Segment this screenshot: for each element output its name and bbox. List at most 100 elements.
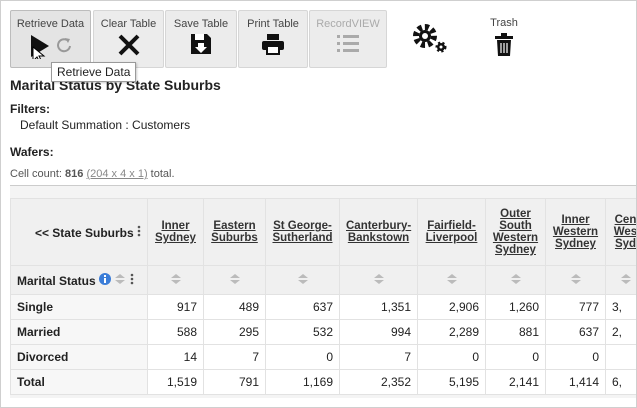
cell: 637 — [545, 319, 606, 345]
cell: 1,414 — [545, 369, 606, 395]
cell: 637 — [265, 294, 340, 320]
menu-icon[interactable] — [130, 273, 134, 285]
cell — [605, 344, 636, 370]
sort-cell — [605, 265, 636, 295]
menu-icon[interactable] — [137, 225, 141, 237]
column-header: Eastern Suburbs — [203, 198, 266, 266]
cell-count: Cell count: 816 (204 x 4 x 1) total. — [10, 168, 175, 180]
icon — [262, 34, 284, 55]
column-header: Fairfield-Liverpool — [417, 198, 486, 266]
data-table: << State Suburbs Inner Sydney Eastern Sub… — [10, 198, 636, 395]
cell: 6, — [605, 369, 636, 395]
button-label: Clear Table — [100, 18, 157, 30]
column-dimension: << State Suburbs — [10, 198, 148, 266]
column-header: St George-Sutherland — [265, 198, 340, 266]
column-link[interactable]: Eastern Suburbs — [211, 220, 258, 244]
sort-icon[interactable] — [570, 273, 582, 285]
tooltip: Retrieve Data — [51, 62, 137, 82]
sort-icon[interactable] — [373, 273, 385, 285]
sort-icon[interactable] — [620, 273, 632, 285]
print-button[interactable]: Print Table — [238, 10, 308, 68]
wafers-label: Wafers: — [10, 145, 54, 159]
save-button[interactable]: Save Table — [165, 10, 237, 68]
sort-row: Marital Status — [10, 265, 636, 295]
cell: 881 — [485, 319, 546, 345]
cell: 2,289 — [417, 319, 486, 345]
cell: 588 — [147, 319, 204, 345]
cell: 2,352 — [339, 369, 418, 395]
sort-icon[interactable] — [510, 273, 522, 285]
filters-label: Filters: — [10, 102, 51, 116]
cell: 14 — [147, 344, 204, 370]
count: 816 — [65, 168, 84, 180]
sort-icon[interactable] — [446, 273, 458, 285]
cell: 2,906 — [417, 294, 486, 320]
text: total. — [150, 168, 175, 180]
cell: 0 — [485, 344, 546, 370]
sort-cell — [545, 265, 606, 295]
row-label: Divorced — [10, 344, 148, 370]
icon — [191, 34, 211, 54]
sort-icon[interactable] — [229, 273, 241, 285]
cell: 1,260 — [485, 294, 546, 320]
trash-icon[interactable] — [494, 33, 514, 57]
cell: 2,141 — [485, 369, 546, 395]
cell: 2, — [605, 319, 636, 345]
row-label: Total — [10, 369, 148, 395]
cell: 0 — [417, 344, 486, 370]
column-link[interactable]: Outer South Western Sydney — [492, 208, 539, 256]
column-link[interactable]: Inner Sydney — [155, 220, 196, 244]
filter-item: Default Summation : Customers — [20, 118, 191, 132]
row-dimension: Marital Status — [10, 265, 148, 295]
data-row: Married 588 295 532 994 2,289 881 637 2, — [10, 319, 636, 345]
column-header: Canterbury-Bankstown — [339, 198, 418, 266]
recordview-button[interactable]: RecordVIEW — [309, 10, 387, 68]
sort-icon[interactable] — [170, 273, 182, 285]
button-label: RecordVIEW — [316, 18, 380, 30]
dimension-link[interactable]: << State Suburbs — [34, 225, 134, 240]
data-row: Divorced 14 7 0 7 0 0 0 — [10, 344, 636, 370]
row-label: Married — [10, 319, 148, 345]
cell: 7 — [203, 344, 266, 370]
info-icon[interactable] — [99, 272, 112, 285]
sort-icon[interactable] — [297, 273, 309, 285]
sort-cell — [203, 265, 266, 295]
sort-cell — [265, 265, 340, 295]
clear-button[interactable]: Clear Table — [93, 10, 164, 68]
button-label: Print Table — [247, 18, 299, 30]
column-link[interactable]: Canterbury-Bankstown — [346, 220, 412, 244]
icon — [31, 35, 71, 59]
cell: 1,169 — [265, 369, 340, 395]
column-header: Inner Sydney — [147, 198, 204, 266]
column-link[interactable]: Cen Wes Syd — [613, 214, 636, 250]
settings-icon[interactable] — [412, 23, 450, 55]
sort-cell — [147, 265, 204, 295]
button-label: Save Table — [173, 18, 229, 30]
row-label: Single — [10, 294, 148, 320]
cell: 1,351 — [339, 294, 418, 320]
cell: 0 — [265, 344, 340, 370]
icon — [118, 34, 139, 56]
data-row: Single 917 489 637 1,351 2,906 1,260 777 3, — [10, 294, 636, 320]
dims-link[interactable]: (204 x 4 x 1) — [86, 168, 148, 180]
cell: 295 — [203, 319, 266, 345]
cell: 3, — [605, 294, 636, 320]
cell: 532 — [265, 319, 340, 345]
column-link[interactable]: Inner Western Sydney — [552, 214, 599, 250]
table-area: << State Suburbs Inner Sydney Eastern Sub… — [10, 185, 636, 398]
column-header: Cen Wes Syd — [605, 198, 636, 266]
sort-cell — [339, 265, 418, 295]
column-link[interactable]: Fairfield-Liverpool — [425, 220, 478, 244]
sort-icon[interactable] — [114, 273, 126, 285]
column-link[interactable]: St George-Sutherland — [272, 220, 333, 244]
retrieve-button[interactable]: Retrieve Data — [10, 10, 91, 68]
button-label: Retrieve Data — [16, 18, 85, 30]
text: Cell count: — [10, 168, 62, 180]
data-row: Total 1,519 791 1,169 2,352 5,195 2,141 1,414 6, — [10, 369, 636, 395]
cell: 1,519 — [147, 369, 204, 395]
cell: 5,195 — [417, 369, 486, 395]
header-row: << State Suburbs Inner Sydney Eastern Sub… — [10, 198, 636, 266]
column-header: Inner Western Sydney — [545, 198, 606, 266]
sort-cell — [485, 265, 546, 295]
